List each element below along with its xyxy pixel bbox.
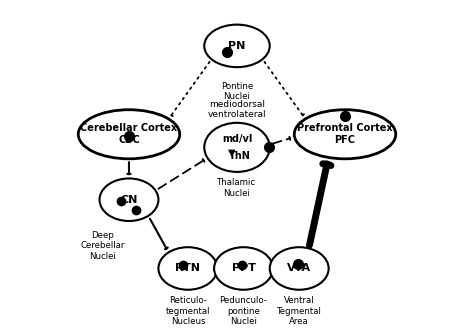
Ellipse shape: [204, 123, 270, 172]
Text: Reticulo-
tegmental
Nucleus: Reticulo- tegmental Nucleus: [165, 296, 210, 326]
Text: Pontine
Nuclei: Pontine Nuclei: [221, 82, 253, 101]
Ellipse shape: [100, 178, 158, 221]
Text: VTA: VTA: [287, 264, 311, 274]
Text: Prefrontal Cortex
PFC: Prefrontal Cortex PFC: [297, 124, 393, 145]
Text: Deep
Cerebellar
Nuclei: Deep Cerebellar Nuclei: [81, 231, 125, 261]
Ellipse shape: [158, 247, 218, 290]
Ellipse shape: [294, 110, 396, 159]
Ellipse shape: [214, 247, 273, 290]
Text: RTN: RTN: [175, 264, 201, 274]
Text: mediodorsal
ventrolateral: mediodorsal ventrolateral: [208, 100, 266, 120]
Text: CN: CN: [120, 195, 137, 205]
Text: ▼: ▼: [228, 147, 236, 157]
Ellipse shape: [78, 110, 180, 159]
Text: md/vl: md/vl: [222, 134, 252, 144]
Ellipse shape: [204, 25, 270, 67]
Text: Cerebellar Cortex
CBC: Cerebellar Cortex CBC: [81, 124, 178, 145]
Text: PN: PN: [228, 41, 246, 51]
Text: Pedunculo-
pontine
Nuclei: Pedunculo- pontine Nuclei: [219, 296, 267, 326]
Text: Ventral
Tegmental
Area: Ventral Tegmental Area: [277, 296, 322, 326]
Text: PPT: PPT: [231, 264, 255, 274]
Text: ThN: ThN: [229, 151, 251, 161]
Text: Thalamic
Nuclei: Thalamic Nuclei: [218, 178, 256, 198]
Ellipse shape: [270, 247, 328, 290]
